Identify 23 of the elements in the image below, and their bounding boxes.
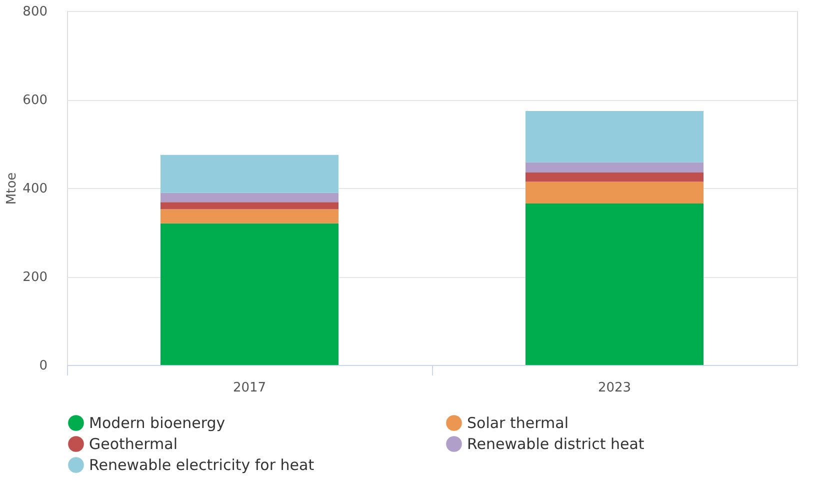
bar — [526, 111, 704, 162]
bar — [526, 172, 704, 182]
bar — [526, 203, 704, 365]
y-tick-label: 600 — [22, 93, 48, 108]
legend-label: Renewable district heat — [467, 435, 644, 453]
x-tick-label: 2023 — [598, 380, 632, 396]
legend-label: Solar thermal — [467, 414, 568, 432]
y-tick-label: 400 — [22, 182, 48, 196]
y-tick-label: 200 — [22, 270, 48, 285]
bar — [526, 162, 704, 173]
bar — [526, 182, 704, 204]
legend-label: Renewable electricity for heat — [89, 456, 314, 474]
x-tick-label: 2017 — [232, 380, 266, 396]
y-tick-label: 0 — [39, 358, 48, 374]
bar — [160, 223, 338, 365]
bar — [160, 192, 338, 202]
bar — [160, 202, 338, 210]
legend-label: Modern bioenergy — [89, 414, 226, 432]
y-tick-label: 800 — [22, 4, 48, 20]
bar — [160, 154, 338, 193]
y-axis-title: Mtoe — [4, 172, 20, 205]
legend-label: Geothermal — [89, 435, 178, 453]
bar — [160, 209, 338, 224]
